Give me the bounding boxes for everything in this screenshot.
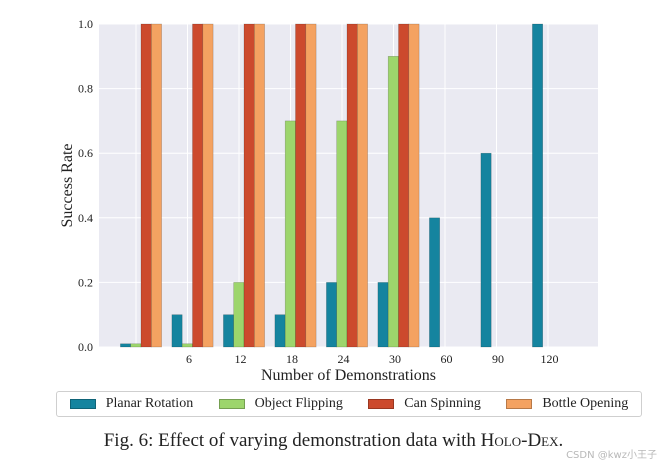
caption-method-name: Holo-Dex	[480, 430, 559, 451]
legend-label: Can Spinning	[404, 396, 481, 411]
bar-bottle-opening	[202, 23, 214, 348]
y-axis-label: Success Rate	[59, 144, 76, 228]
x-tick-label: 90	[492, 352, 504, 366]
bar-object-flipping	[284, 120, 296, 348]
bar-object-flipping	[233, 282, 245, 348]
bar-object-flipping	[387, 55, 399, 348]
caption-suffix: .	[558, 430, 564, 451]
legend-label: Planar Rotation	[105, 396, 194, 411]
bar-planar-rotation	[429, 217, 440, 348]
bar-can-spinning	[140, 23, 152, 348]
x-tick-label: 30	[389, 352, 401, 366]
legend-swatch	[506, 399, 533, 409]
y-tick-label: 0.8	[78, 82, 93, 96]
legend-swatch	[368, 399, 395, 409]
legend-swatch	[218, 399, 245, 409]
bar-object-flipping	[130, 343, 142, 348]
y-tick-label: 0.4	[78, 211, 93, 225]
x-tick-labels: 6 12 18 24 30 60 90 120	[186, 352, 559, 366]
bar-planar-rotation	[532, 23, 544, 348]
bar-bottle-opening	[254, 23, 265, 348]
x-tick-label: 24	[338, 352, 350, 366]
bar-can-spinning	[398, 23, 410, 348]
x-tick-label: 120	[541, 352, 559, 366]
legend-label: Object Flipping	[254, 396, 343, 411]
figure-caption: Fig. 6: Effect of varying demonstration …	[0, 430, 667, 452]
y-tick-label: 0.2	[78, 275, 93, 289]
y-tick-label: 0.6	[78, 146, 93, 160]
bar-bottle-opening	[356, 23, 368, 348]
legend-swatch	[69, 399, 96, 409]
bar-can-spinning	[243, 23, 255, 348]
y-tick-label: 1.0	[78, 17, 93, 31]
legend-item: Planar Rotation	[69, 396, 194, 412]
x-tick-label: 60	[441, 352, 453, 366]
legend-item: Object Flipping	[218, 396, 343, 412]
bar-planar-rotation	[274, 314, 286, 348]
legend-item: Can Spinning	[368, 396, 481, 412]
watermark: CSDN @kwz小王子	[566, 450, 657, 461]
bar-bottle-opening	[151, 23, 162, 348]
x-tick-label: 12	[235, 352, 247, 366]
legend: Planar Rotation Object Flipping Can Spinni…	[56, 391, 642, 417]
x-tick-label: 18	[286, 352, 298, 366]
bar-bottle-opening	[408, 23, 420, 348]
legend-label: Bottle Opening	[542, 396, 629, 411]
x-tick-label: 6	[186, 352, 192, 366]
bar-planar-rotation	[223, 314, 234, 348]
caption-prefix: Fig. 6: Effect of varying demonstration …	[103, 430, 481, 451]
bar-object-flipping	[336, 120, 348, 348]
bar-planar-rotation	[377, 282, 389, 348]
bar-can-spinning	[295, 23, 307, 348]
y-tick-label: 0.0	[78, 340, 93, 354]
bar-object-flipping	[181, 343, 193, 348]
bar-planar-rotation	[480, 152, 492, 348]
y-tick-labels: 0.0 0.2 0.4 0.6 0.8 1.0	[78, 17, 93, 354]
x-axis-label: Number of Demonstrations	[261, 367, 436, 384]
bar-planar-rotation	[326, 282, 337, 348]
legend-item: Bottle Opening	[506, 396, 628, 412]
bar-can-spinning	[346, 23, 358, 348]
chart: 0.0 0.2 0.4 0.6 0.8 1.0 6 12 18 24 30 60 90 120 Numb…	[59, 17, 598, 384]
bar-can-spinning	[192, 23, 204, 348]
bar-planar-rotation	[171, 314, 183, 348]
bar-planar-rotation	[120, 343, 132, 348]
bar-bottle-opening	[305, 23, 317, 348]
bars	[120, 23, 544, 348]
